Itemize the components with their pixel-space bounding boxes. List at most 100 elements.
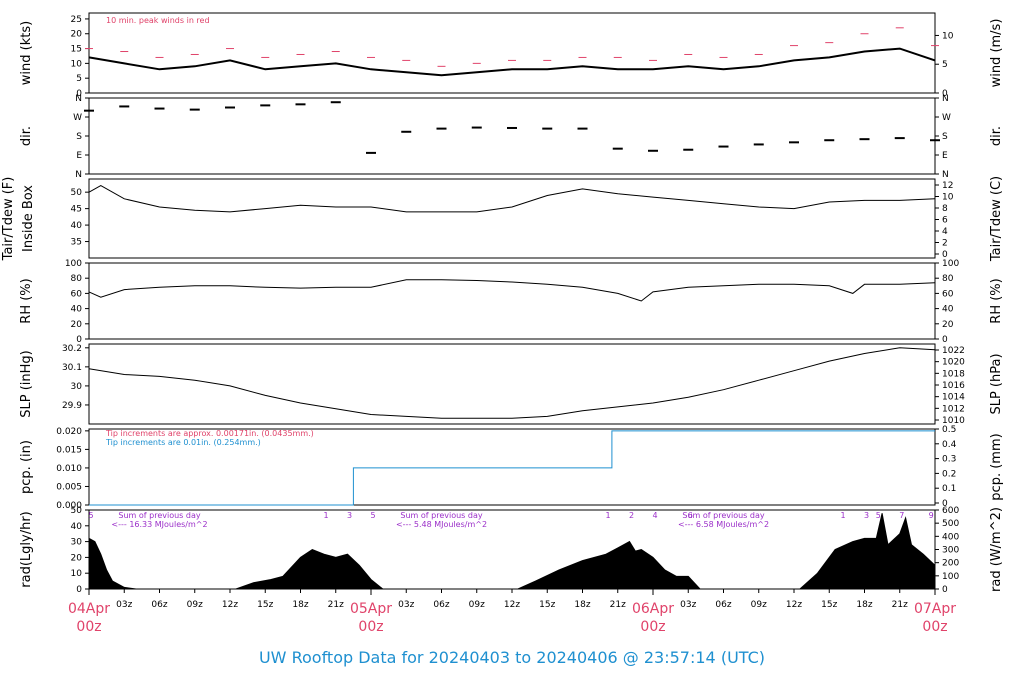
temp-right-tick-label-2: 4 (942, 227, 948, 237)
rad-left-tick-label-3: 30 (71, 538, 83, 548)
pcp-right-tick-label-5: 0.5 (942, 425, 956, 435)
rad-hour-mark-11: 7 (899, 511, 904, 520)
x-tick-label-6: 18z (292, 600, 308, 610)
x-day-sublabel-16: 00z (640, 619, 665, 635)
rh-right-tick-label-4: 80 (942, 274, 954, 284)
rad-left-tick-label-5: 50 (71, 506, 83, 516)
wind-right-tick-label-0: 0 (942, 89, 948, 99)
temp-left-tick-label-1: 40 (71, 221, 83, 231)
rad-right-tick-label-5: 500 (942, 519, 959, 529)
rh-ylabel-left: RH (%) (19, 278, 34, 323)
pcp-left-tick-label-3: 0.015 (56, 445, 82, 455)
temp-ylabel-left-1: Tair/Tdew (F) (1, 177, 16, 262)
temp-right-tick-label-3: 6 (942, 216, 948, 226)
pcp-left-tick-label-0: 0.000 (56, 501, 82, 511)
rad-left-tick-label-0: 0 (76, 585, 82, 595)
x-tick-label-21: 15z (821, 600, 837, 610)
x-tick-label-11: 09z (469, 600, 485, 610)
rad-right-tick-label-2: 200 (942, 559, 959, 569)
dir-right-tick-label-4: N (942, 94, 949, 104)
slp-left-tick-label-2: 30.1 (62, 363, 82, 373)
wind-right-tick-label-2: 10 (942, 31, 954, 41)
x-day-label-8: 05Apr (350, 601, 392, 617)
slp-left-tick-label-3: 30.2 (62, 344, 82, 354)
slp-left-tick-label-1: 30 (71, 382, 83, 392)
rad-daily-sum-value-1: <--- 5.48 MJoules/m^2 (396, 520, 487, 529)
wind-left-tick-label-2: 10 (71, 59, 83, 69)
rad-left-tick-label-1: 10 (71, 569, 83, 579)
temp-left-tick-label-3: 50 (71, 188, 83, 198)
slp-panel-frame (88, 343, 936, 425)
pcp-left-tick-label-2: 0.010 (56, 464, 82, 474)
rh-right-tick-label-1: 20 (942, 320, 954, 330)
rad-right-tick-label-4: 400 (942, 532, 959, 542)
x-tick-label-4: 12z (222, 600, 238, 610)
rad-hour-mark-3: 5 (370, 511, 375, 520)
dir-panel-frame (88, 97, 936, 175)
x-day-label-24: 07Apr (914, 601, 956, 617)
pcp-right-tick-label-1: 0.1 (942, 484, 956, 494)
rad-daily-sum-title-1: Sum of previous day (400, 511, 482, 520)
rh-right-tick-label-3: 60 (942, 289, 954, 299)
x-tick-label-15: 21z (610, 600, 626, 610)
temp-ylabel-left-2: Inside Box (21, 185, 36, 252)
rh-left-tick-label-0: 0 (76, 335, 82, 345)
slp-ylabel-left: SLP (inHg) (19, 350, 34, 418)
wind-left-tick-label-5: 25 (71, 15, 82, 25)
x-day-sublabel-0: 00z (76, 619, 101, 635)
footer-title: UW Rooftop Data for 20240403 to 20240406… (258, 648, 766, 667)
rh-line (88, 279, 936, 302)
rad-hour-mark-0: 5 (88, 511, 93, 520)
temp-left-tick-label-2: 45 (71, 205, 82, 215)
pcp-annotation-0: Tip increments are approx. 0.00171in. (0… (105, 429, 314, 438)
rh-left-tick-label-2: 40 (71, 305, 83, 315)
x-tick-label-17: 03z (680, 600, 696, 610)
x-day-label-16: 06Apr (632, 601, 674, 617)
slp-line (88, 347, 936, 419)
pcp-panel-frame (88, 428, 936, 506)
rh-left-tick-label-1: 20 (71, 320, 83, 330)
wind-speed-line (88, 47, 936, 77)
rad-hour-mark-8: 1 (840, 511, 845, 520)
temp-line (88, 185, 936, 213)
wind-ylabel-right: wind (m/s) (989, 19, 1004, 88)
dir-right-tick-label-1: E (942, 151, 948, 161)
x-tick-label-23: 21z (892, 600, 908, 610)
pcp-ylabel-right: pcp. (mm) (989, 433, 1004, 500)
pcp-left-tick-label-1: 0.005 (56, 482, 82, 492)
rad-left-tick-label-4: 40 (71, 522, 83, 532)
slp-right-tick-label-6: 1022 (942, 346, 965, 356)
dir-left-tick-label-0: N (75, 170, 82, 180)
slp-right-tick-label-3: 1016 (942, 381, 965, 391)
rh-left-tick-label-4: 80 (71, 274, 83, 284)
wind-panel-frame (88, 12, 936, 94)
pcp-right-tick-label-3: 0.3 (942, 455, 956, 465)
pcp-left-tick-label-4: 0.020 (56, 427, 82, 437)
slp-right-tick-label-2: 1014 (942, 393, 965, 403)
rad-hour-mark-5: 2 (629, 511, 634, 520)
wind-left-tick-label-1: 5 (76, 74, 82, 84)
rad-daily-sum-title-0: Sum of previous day (118, 511, 200, 520)
pcp-right-tick-label-4: 0.4 (942, 440, 957, 450)
x-tick-label-2: 06z (151, 600, 167, 610)
temp-right-tick-label-1: 2 (942, 239, 948, 249)
x-tick-label-12: 12z (504, 600, 520, 610)
dir-left-tick-label-1: E (76, 151, 82, 161)
x-day-sublabel-24: 00z (922, 619, 947, 635)
slp-ylabel-right: SLP (hPa) (989, 353, 1004, 414)
temp-left-tick-label-0: 35 (71, 238, 82, 248)
rh-right-tick-label-5: 100 (942, 259, 959, 269)
temp-right-tick-label-0: 0 (942, 250, 948, 260)
rad-hour-mark-9: 3 (864, 511, 869, 520)
dir-left-tick-label-2: S (76, 132, 82, 142)
x-tick-label-1: 03z (116, 600, 132, 610)
x-tick-label-7: 21z (328, 600, 344, 610)
rh-panel-frame (88, 262, 936, 340)
rad-daily-sum-title-2: Sum of previous day (682, 511, 764, 520)
wind-left-tick-label-0: 0 (76, 89, 82, 99)
rad-daily-sum-value-0: <--- 16.33 MJoules/m^2 (111, 520, 207, 529)
temp-ylabel-right: Tair/Tdew (C) (989, 176, 1004, 262)
pcp-annotation-1: Tip increments are 0.01in. (0.254mm.) (105, 438, 261, 447)
rad-hour-mark-7: 6 (688, 511, 693, 520)
